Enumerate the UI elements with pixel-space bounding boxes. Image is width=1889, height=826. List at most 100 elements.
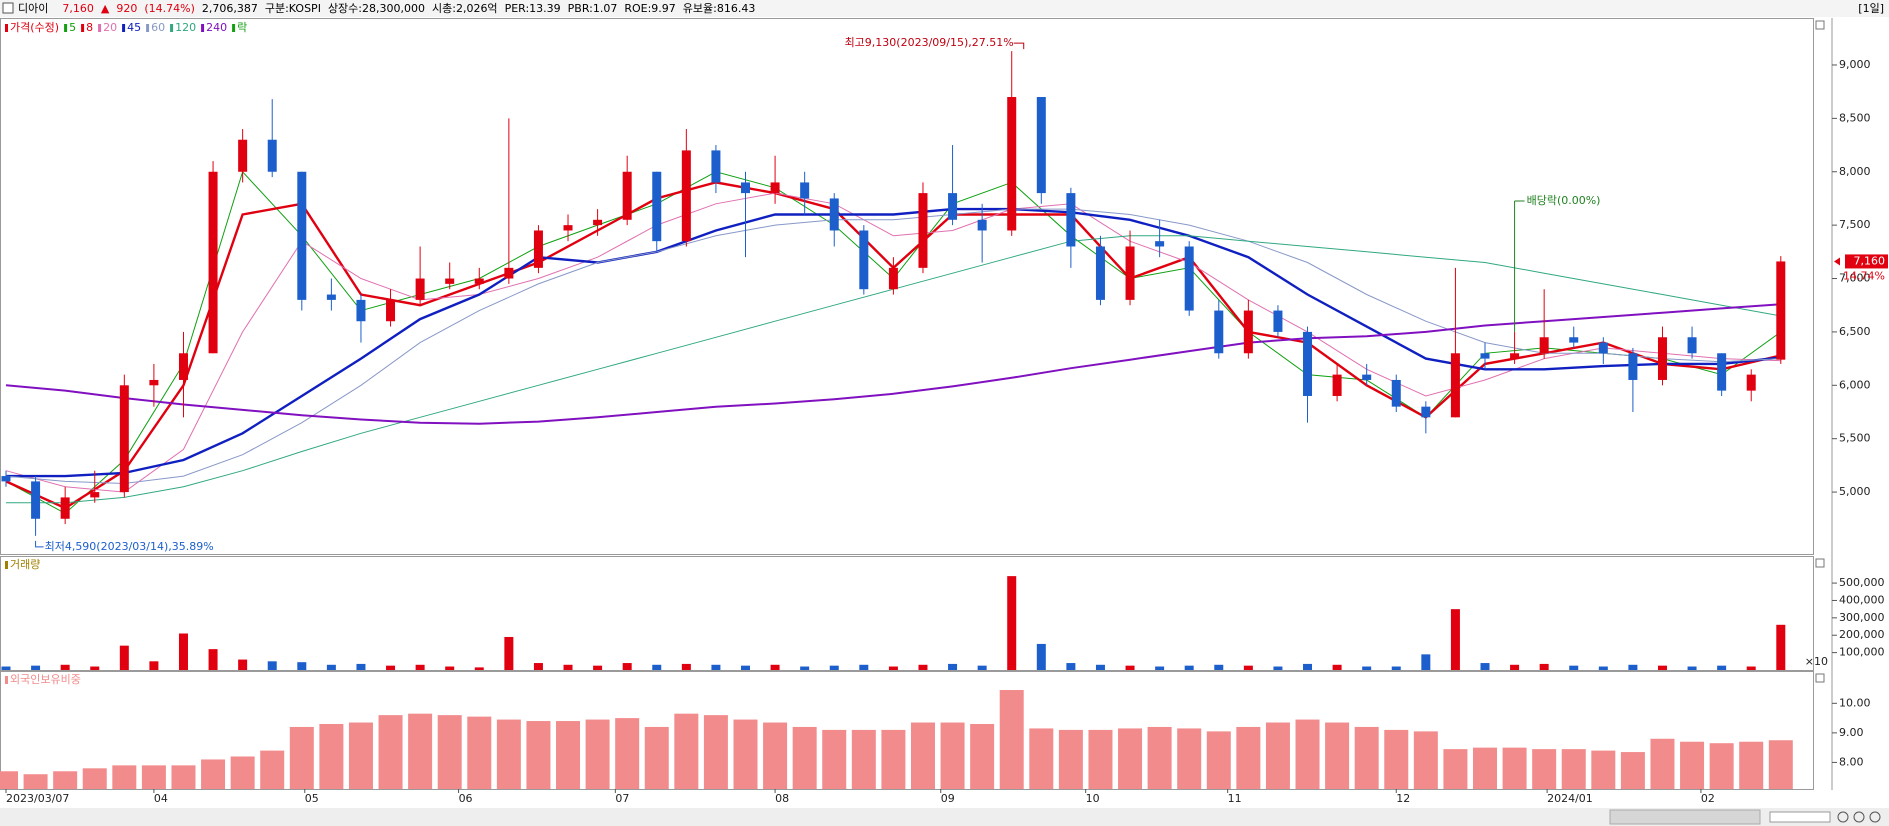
header-reserve: 유보율:816.43 [683, 2, 756, 15]
legend-swatch [5, 24, 8, 32]
header-volume: 2,706,387 [202, 2, 258, 15]
legend-item: 60 [151, 21, 165, 34]
y-tick-label: 200,000 [1839, 628, 1885, 641]
legend-item: 20 [103, 21, 117, 34]
foreign-bar [23, 774, 48, 789]
volume-bar [563, 664, 573, 670]
legend-item: 45 [127, 21, 141, 34]
legend-item: 외국인보유비중 [10, 673, 81, 686]
legend-swatch [64, 24, 68, 32]
dividend-annotation: 배당락(0.00%) [1527, 194, 1601, 207]
foreign-bar [1739, 741, 1764, 789]
foreign-bar [53, 771, 78, 789]
x-tick-label: 2023/03/07 [6, 792, 69, 805]
foreign-bar [348, 722, 373, 789]
header-shares: 상장수:28,300,000 [328, 2, 425, 15]
candle-body [681, 150, 691, 242]
panel-button[interactable] [1815, 558, 1825, 568]
header-name: 디아이 [18, 2, 48, 15]
legend-item: 120 [175, 21, 196, 34]
zoom-icon[interactable] [1853, 811, 1865, 823]
volume-bar [1362, 666, 1372, 670]
foreign-bar [910, 722, 935, 789]
candle-body [1628, 353, 1638, 380]
volume-bar [1598, 666, 1608, 670]
price-tag-label: 7,160 [1854, 254, 1886, 267]
zoom-icon[interactable] [1837, 811, 1849, 823]
foreign-bar [1029, 728, 1054, 789]
scroll-thumb[interactable] [1609, 809, 1761, 825]
volume-bar [800, 666, 810, 670]
legend-swatch [201, 24, 205, 32]
candle-body [918, 193, 928, 268]
zoom-slider[interactable] [1769, 811, 1831, 823]
period[interactable]: [1일] [1858, 1, 1884, 15]
volume-bar [622, 663, 632, 670]
legend-item: 거래량 [10, 558, 40, 571]
candle-body [711, 150, 721, 183]
volume-bar [1, 666, 11, 670]
candle-body [800, 182, 810, 199]
zoom-icon[interactable] [1869, 811, 1881, 823]
panel-button[interactable] [1815, 20, 1825, 30]
candle-body [1125, 246, 1135, 300]
low-arrow [35, 540, 44, 548]
volume-bar [711, 664, 721, 670]
legend-item: 가격(수정) [10, 21, 59, 34]
candle-body [888, 267, 898, 290]
foreign-bar [1413, 731, 1438, 789]
volume-bar [356, 663, 366, 670]
volume-bar [888, 666, 898, 670]
volume-bar [1569, 665, 1579, 670]
foreign-bar [1620, 752, 1645, 789]
legend-item: 240 [206, 21, 227, 34]
foreign-bar [1236, 726, 1261, 789]
foreign-bar [1561, 749, 1586, 789]
candle-body [741, 182, 750, 194]
foreign-bar [1532, 749, 1557, 789]
foreign-bar [674, 713, 699, 789]
candle-body [622, 171, 632, 220]
volume-bar [1391, 666, 1401, 670]
volume-bar [593, 665, 603, 670]
foreign-bar [1295, 719, 1320, 789]
candle-body [267, 139, 277, 172]
foreign-bar [0, 771, 18, 789]
candle-body [119, 385, 129, 493]
foreign-bar [526, 721, 551, 789]
candle-body [859, 230, 869, 290]
volume-bar [1036, 643, 1046, 670]
y-tick-label: 8,500 [1839, 111, 1871, 124]
foreign-bar [1709, 743, 1734, 789]
candle-body [1243, 310, 1253, 354]
change-tag-label: 14.74% [1843, 269, 1885, 282]
header-roe: ROE:9.97 [624, 2, 675, 15]
candle-body [208, 171, 218, 354]
volume-bar [1687, 666, 1697, 670]
volume-bar [652, 664, 662, 670]
candle-body [593, 219, 603, 226]
x-tick-label: 06 [459, 792, 473, 805]
ma-line [5, 303, 1781, 425]
volume-bar [238, 659, 248, 670]
foreign-bar [1768, 740, 1793, 789]
candle-body [1095, 246, 1105, 300]
checkbox[interactable] [2, 2, 14, 14]
foreign-bar [230, 756, 255, 789]
candle-body [326, 294, 336, 300]
volume-bar [770, 664, 780, 670]
legend-swatch [81, 24, 85, 32]
volume-bar [1007, 576, 1017, 670]
legend-swatch [232, 24, 236, 32]
foreign-bar [644, 726, 669, 789]
legend-swatch [170, 24, 174, 32]
candle-body [1539, 337, 1549, 354]
foreign-bar [82, 768, 107, 789]
volume-bar [1717, 665, 1727, 670]
candle-body [948, 193, 958, 220]
x-tick-label: 02 [1701, 792, 1715, 805]
panel-button[interactable] [1815, 673, 1825, 683]
volume-bar [1776, 624, 1786, 670]
y-tick-label: 5,000 [1839, 485, 1871, 498]
